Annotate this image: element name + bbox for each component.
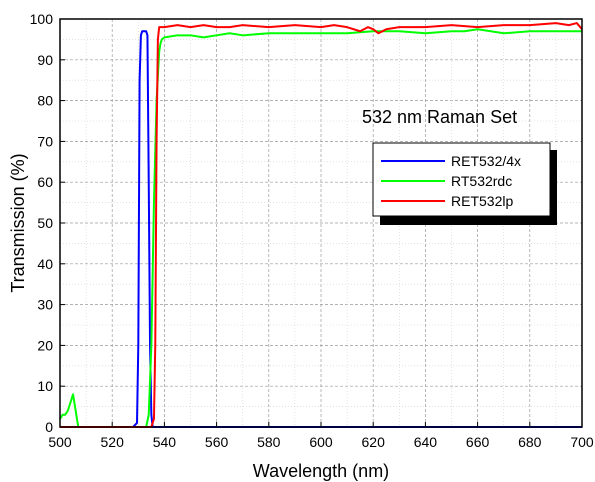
y-axis-label: Transmission (%) <box>8 153 28 292</box>
y-axis: 0 10 20 30 40 50 60 70 80 90 100 <box>30 11 65 435</box>
legend-label: RET532lp <box>451 193 513 209</box>
y-tick-label: 70 <box>37 133 53 149</box>
y-tick-label: 20 <box>37 337 53 353</box>
series-line-2 <box>59 28 582 428</box>
x-tick-label: 560 <box>205 434 229 450</box>
x-tick-label: 540 <box>153 434 177 450</box>
y-tick-label: 50 <box>37 215 53 231</box>
x-tick-label: 660 <box>466 434 490 450</box>
x-tick-label: 640 <box>414 434 438 450</box>
y-tick-label: 90 <box>37 52 53 68</box>
x-tick-label: 620 <box>362 434 386 450</box>
x-tick-label: 600 <box>309 434 333 450</box>
y-tick-label: 40 <box>37 256 53 272</box>
x-tick-label: 520 <box>101 434 125 450</box>
grid-lines <box>60 19 582 427</box>
y-tick-label: 10 <box>37 378 53 394</box>
y-tick-label: 60 <box>37 174 53 190</box>
y-tick-label: 30 <box>37 297 53 313</box>
series-line-3 <box>60 22 583 428</box>
x-axis-label: Wavelength (nm) <box>253 461 389 481</box>
chart-annotation: 532 nm Raman Set <box>362 107 517 127</box>
legend-label: RT532rdc <box>451 173 512 189</box>
legend: RET532/4x RT532rdc RET532lp <box>372 142 557 225</box>
legend-items: RET532/4x RT532rdc RET532lp <box>381 153 521 209</box>
x-tick-label: 700 <box>570 434 594 450</box>
x-tick-label: 500 <box>48 434 72 450</box>
y-tick-label: 80 <box>37 93 53 109</box>
x-tick-label: 680 <box>518 434 542 450</box>
x-tick-label: 580 <box>257 434 281 450</box>
legend-label: RET532/4x <box>451 153 521 169</box>
y-tick-label: 100 <box>30 11 54 27</box>
x-axis: 500 520 540 560 580 600 620 640 660 680 700 <box>48 422 594 450</box>
legend-box <box>372 142 551 217</box>
y-tick-label: 0 <box>45 419 53 435</box>
